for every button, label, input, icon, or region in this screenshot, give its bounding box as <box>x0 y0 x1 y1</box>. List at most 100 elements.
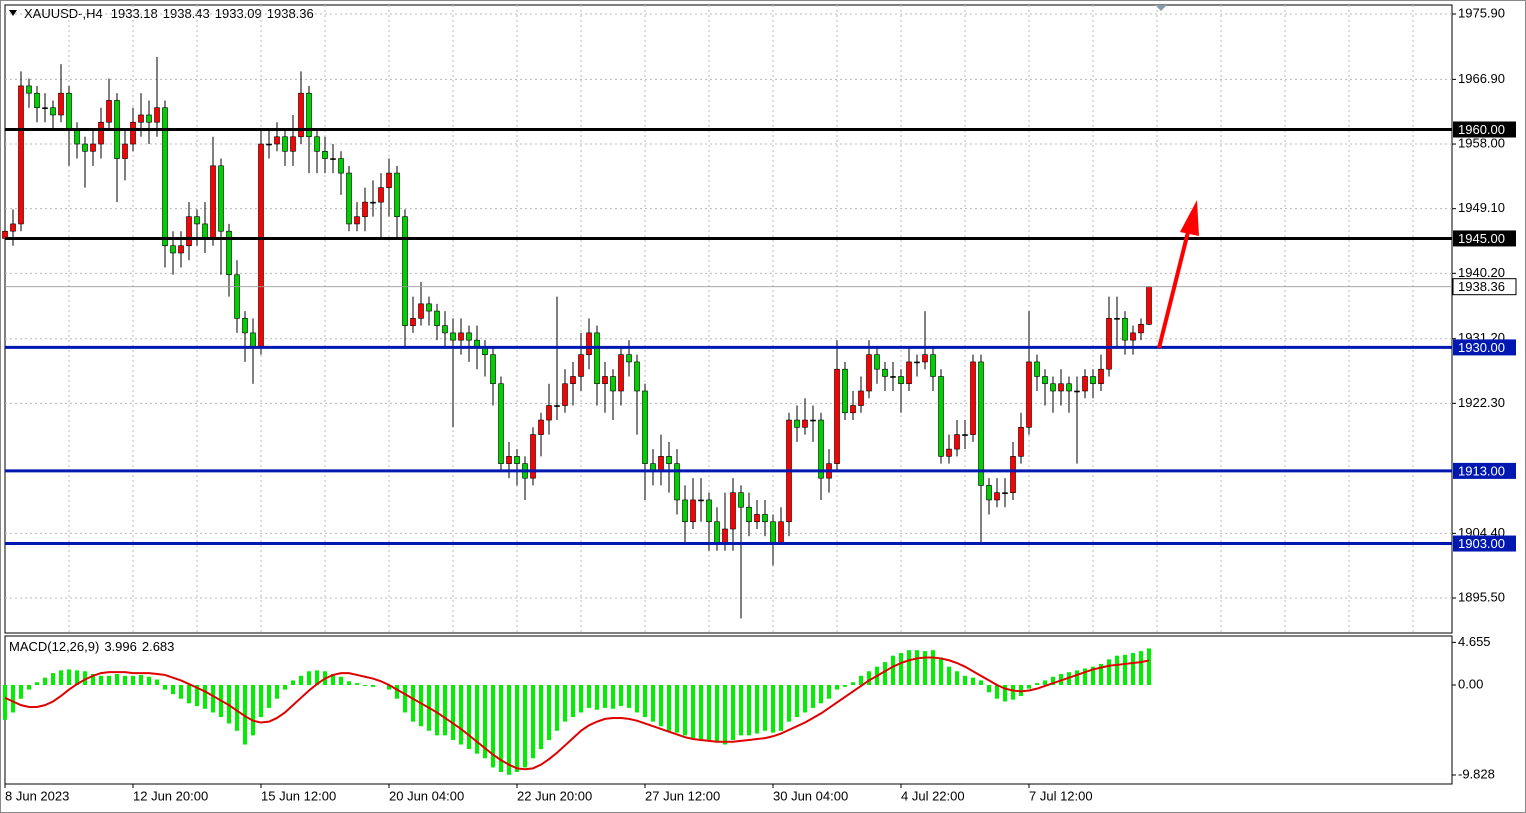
macd-bar <box>123 675 127 685</box>
macd-bar <box>163 684 167 690</box>
macd-bar <box>907 650 911 685</box>
candle-body <box>1146 286 1152 325</box>
macd-bar <box>1099 663 1103 685</box>
last-price-box <box>1452 278 1517 296</box>
macd-bar <box>1115 655 1119 685</box>
candle-body <box>978 361 984 486</box>
macd-bar <box>1123 654 1127 685</box>
macd-bar <box>939 657 943 685</box>
macd-bar <box>131 675 135 685</box>
macd-bar <box>627 684 631 708</box>
macd-bar <box>667 684 671 731</box>
candle-body <box>266 143 272 146</box>
level-label: 1913.00 <box>1458 463 1505 478</box>
candle-body <box>546 405 552 421</box>
candle-body <box>714 521 720 544</box>
candle-body <box>242 318 248 334</box>
macd-bar <box>35 682 39 685</box>
macd-bar <box>107 675 111 685</box>
y-tick-label: 1940.20 <box>1458 265 1505 280</box>
level-label-box <box>1453 462 1516 479</box>
candle-body <box>562 383 568 406</box>
x-tick-label: 12 Jun 20:00 <box>133 788 208 803</box>
candle-body <box>858 390 864 406</box>
macd-bar <box>1027 684 1031 689</box>
macd-bar <box>1107 659 1111 685</box>
candle-body <box>218 165 224 232</box>
candle-body <box>698 499 704 502</box>
macd-bar <box>995 684 999 699</box>
candle-body <box>146 114 152 123</box>
candle-body <box>570 376 576 385</box>
macd-bar <box>499 684 503 773</box>
candle-body <box>386 172 392 188</box>
macd-bar <box>171 684 175 695</box>
candle-body <box>770 521 776 544</box>
macd-bar <box>955 671 959 685</box>
candle-body <box>66 92 72 130</box>
candle-body <box>1010 456 1016 493</box>
macd-bar <box>459 684 463 745</box>
macd-bar <box>571 684 575 718</box>
x-tick-label: 7 Jul 12:00 <box>1029 788 1093 803</box>
y-tick-label: 1922.30 <box>1458 395 1505 410</box>
candle-body <box>706 499 712 523</box>
macd-bar <box>3 684 7 720</box>
macd-bar <box>251 684 255 736</box>
macd-bar <box>523 684 527 768</box>
macd-bar <box>763 684 767 731</box>
macd-bar <box>611 684 615 709</box>
candle-body <box>1002 492 1008 494</box>
candle-body <box>466 332 472 341</box>
macd-bar <box>635 684 639 713</box>
candle-body <box>690 499 696 523</box>
open: 1933.18 <box>111 6 158 21</box>
x-tick-label: 27 Jun 12:00 <box>645 788 720 803</box>
candle-body <box>178 245 184 254</box>
candle-body <box>1122 318 1128 341</box>
y-tick-label: 1958.00 <box>1458 135 1505 150</box>
level-label: 1903.00 <box>1458 536 1505 551</box>
candle-body <box>498 383 504 464</box>
macd-bar <box>1035 683 1039 685</box>
candle-body <box>210 165 216 239</box>
candle-body <box>746 506 752 523</box>
macd-bar <box>1139 651 1143 685</box>
candle-body <box>986 485 992 501</box>
macd-bar <box>267 684 271 708</box>
macd-bar <box>643 684 647 718</box>
macd-bar <box>435 684 439 736</box>
macd-bar <box>91 674 95 685</box>
symbol: XAUUSD-,H4 <box>24 6 103 21</box>
macd-bar <box>371 684 375 687</box>
candle-body <box>10 223 16 232</box>
macd-bar <box>475 684 479 754</box>
candle-body <box>26 85 32 94</box>
macd-bar <box>1011 684 1015 700</box>
candle-body <box>234 274 240 319</box>
candle-body <box>346 172 352 225</box>
candle-body <box>74 129 80 145</box>
candle-body <box>954 434 960 450</box>
macd-bar <box>771 684 775 733</box>
candle-body <box>410 318 416 326</box>
candle-body <box>418 303 424 319</box>
candle-body <box>314 136 320 152</box>
candle-body <box>322 150 328 159</box>
y-tick-label: 4.655 <box>1458 634 1491 649</box>
macd-bar <box>739 684 743 736</box>
candle-body <box>122 143 128 159</box>
macd-bar <box>467 684 471 750</box>
candle-body <box>898 376 904 385</box>
candle-body <box>586 332 592 355</box>
macd-bar <box>83 671 87 685</box>
macd-bar <box>155 679 159 685</box>
candle-body <box>274 136 280 145</box>
macd-bar <box>547 684 551 740</box>
macd-bar <box>723 684 727 745</box>
candle-body <box>442 325 448 334</box>
menu-icon <box>9 10 17 16</box>
macd-bar <box>883 662 887 685</box>
candle-body <box>18 85 24 225</box>
